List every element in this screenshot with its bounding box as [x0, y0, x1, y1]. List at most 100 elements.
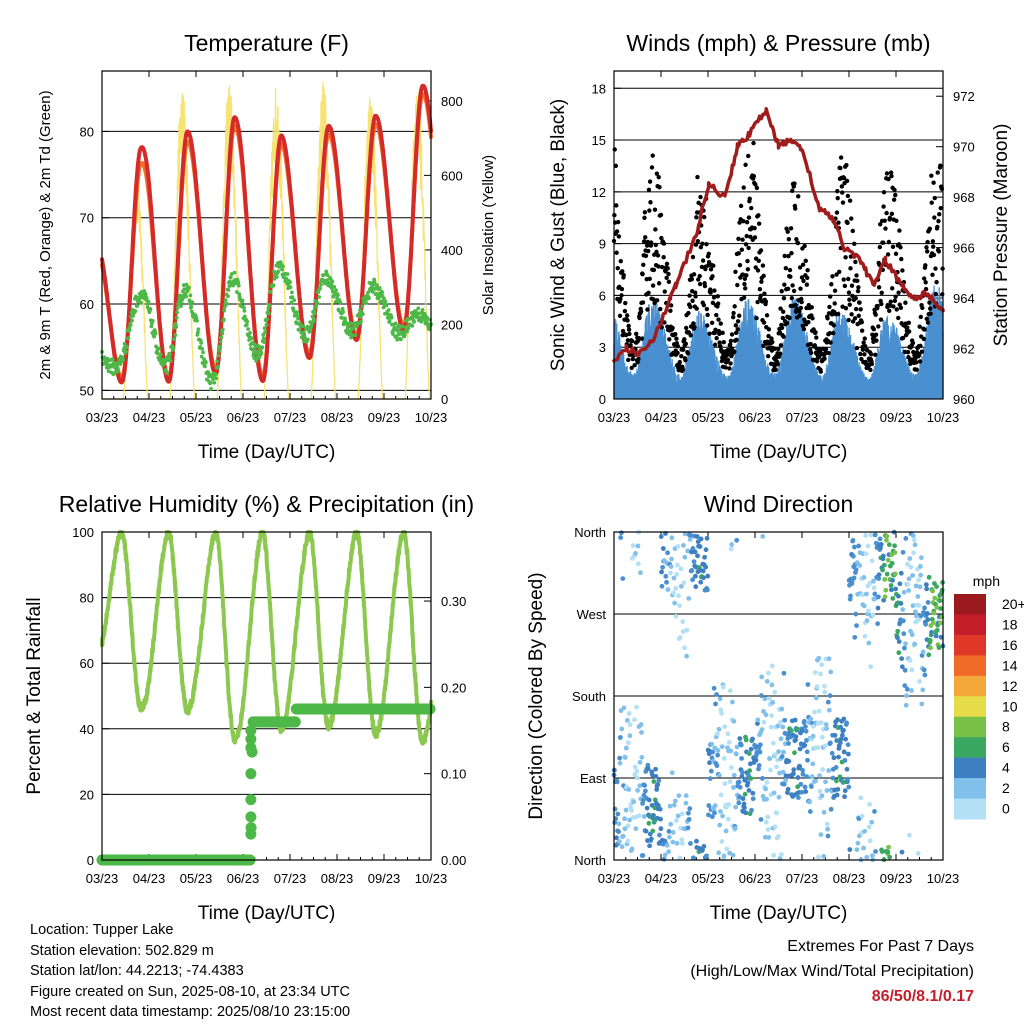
x-tick-label: 05/23 [692, 871, 725, 886]
dewpoint-point [229, 272, 234, 276]
wind-direction-point [625, 838, 631, 844]
wind-direction-point [846, 784, 852, 790]
gust-point [808, 350, 814, 355]
dewpoint-point [179, 304, 183, 309]
gust-point [781, 309, 786, 314]
dewpoint-point [188, 293, 193, 298]
wind-direction-point [616, 829, 621, 835]
gust-point [779, 289, 784, 294]
wind-direction-point [727, 688, 733, 694]
gust-point [886, 239, 892, 245]
gust-point [620, 269, 625, 274]
wind-direction-point [720, 684, 726, 690]
gust-point [723, 365, 728, 370]
wind-direction-point [708, 768, 714, 774]
dewpoint-point [354, 324, 359, 328]
wind-direction-point [698, 579, 704, 585]
gust-point [706, 251, 711, 257]
wind-direction-point [870, 612, 876, 618]
gust-point [756, 258, 761, 263]
dewpoint-point [257, 355, 262, 360]
y2-axis-label: Station Pressure (Maroon) [991, 124, 1012, 347]
wind-direction-point [675, 543, 681, 549]
gust-point [728, 361, 733, 366]
gust-point [770, 339, 775, 345]
wind-direction-point [742, 791, 748, 797]
gust-point [711, 263, 716, 268]
gust-point [652, 207, 658, 212]
gust-point [683, 357, 688, 363]
wind-direction-point [739, 769, 745, 775]
gust-point [791, 288, 797, 294]
gust-point [694, 306, 699, 311]
x-tick-label: 06/23 [739, 871, 772, 886]
gust-point [649, 165, 655, 170]
wind-direction-point [728, 748, 734, 754]
2m-temperature-line [100, 83, 433, 385]
gust-point [859, 320, 864, 325]
x-tick-label: 08/23 [321, 871, 354, 886]
gust-point [858, 351, 863, 357]
x-tick-label: 03/23 [598, 410, 631, 425]
dewpoint-point [144, 295, 149, 300]
wind-direction-point [770, 740, 776, 746]
wind-direction-point [781, 749, 786, 755]
gust-point [805, 275, 810, 281]
gust-point [629, 338, 635, 344]
gust-point [797, 265, 803, 270]
gust-point [798, 305, 804, 311]
gust-point [892, 187, 897, 193]
wind-direction-point [673, 817, 679, 823]
gust-point [885, 252, 891, 257]
wind-direction-point [715, 748, 721, 753]
y2-tick-label: 0.10 [441, 767, 466, 782]
dewpoint-point [242, 305, 246, 310]
winds-pressure-chart: Winds (mph) & Pressure (mb) Time (Day/UTC… [548, 30, 1012, 463]
dewpoint-point [226, 294, 230, 299]
wind-direction-point [623, 807, 629, 813]
wind-direction-point [852, 634, 858, 640]
gust-point [849, 283, 855, 288]
wind-direction-point [778, 736, 784, 742]
wind-direction-point [772, 824, 778, 830]
gust-point [796, 194, 801, 199]
dewpoint-point [172, 337, 176, 341]
wind-direction-point [618, 535, 624, 540]
gust-point [641, 239, 647, 244]
wind-direction-point [755, 721, 760, 726]
gust-point [746, 153, 751, 159]
wind-direction-point [678, 566, 684, 572]
gust-point [779, 325, 785, 331]
dewpoint-point [307, 329, 312, 334]
dewpoint-point [146, 299, 151, 304]
wind-direction-point [809, 774, 815, 780]
gust-point [883, 226, 888, 231]
wind-direction-point [758, 693, 764, 698]
gust-point [718, 321, 723, 326]
gust-point [797, 313, 802, 318]
chart-title: Winds (mph) & Pressure (mb) [626, 30, 930, 56]
x-tick-label: 05/23 [180, 871, 213, 886]
wind-direction-point [851, 575, 857, 581]
wind-direction-point [706, 803, 712, 808]
wind-direction-point [803, 789, 809, 794]
dewpoint-point [338, 300, 343, 305]
wind-direction-point [853, 611, 859, 617]
x-tick-label: 06/23 [227, 871, 260, 886]
wind-direction-point [876, 576, 882, 581]
wind-direction-point [764, 779, 770, 785]
gust-point [898, 305, 904, 310]
gust-point [810, 316, 815, 321]
dewpoint-point [175, 310, 180, 315]
wind-direction-point [797, 746, 803, 752]
wind-direction-point [664, 842, 670, 848]
gust-point [777, 351, 783, 356]
wind-direction-point [805, 682, 811, 687]
wind-direction-point [698, 536, 704, 542]
gust-point [940, 292, 945, 297]
wind-direction-point [872, 591, 878, 597]
wind-direction-point [761, 719, 767, 725]
gust-point [795, 240, 801, 246]
wind-direction-point [862, 828, 868, 834]
wind-direction-point [710, 749, 716, 755]
